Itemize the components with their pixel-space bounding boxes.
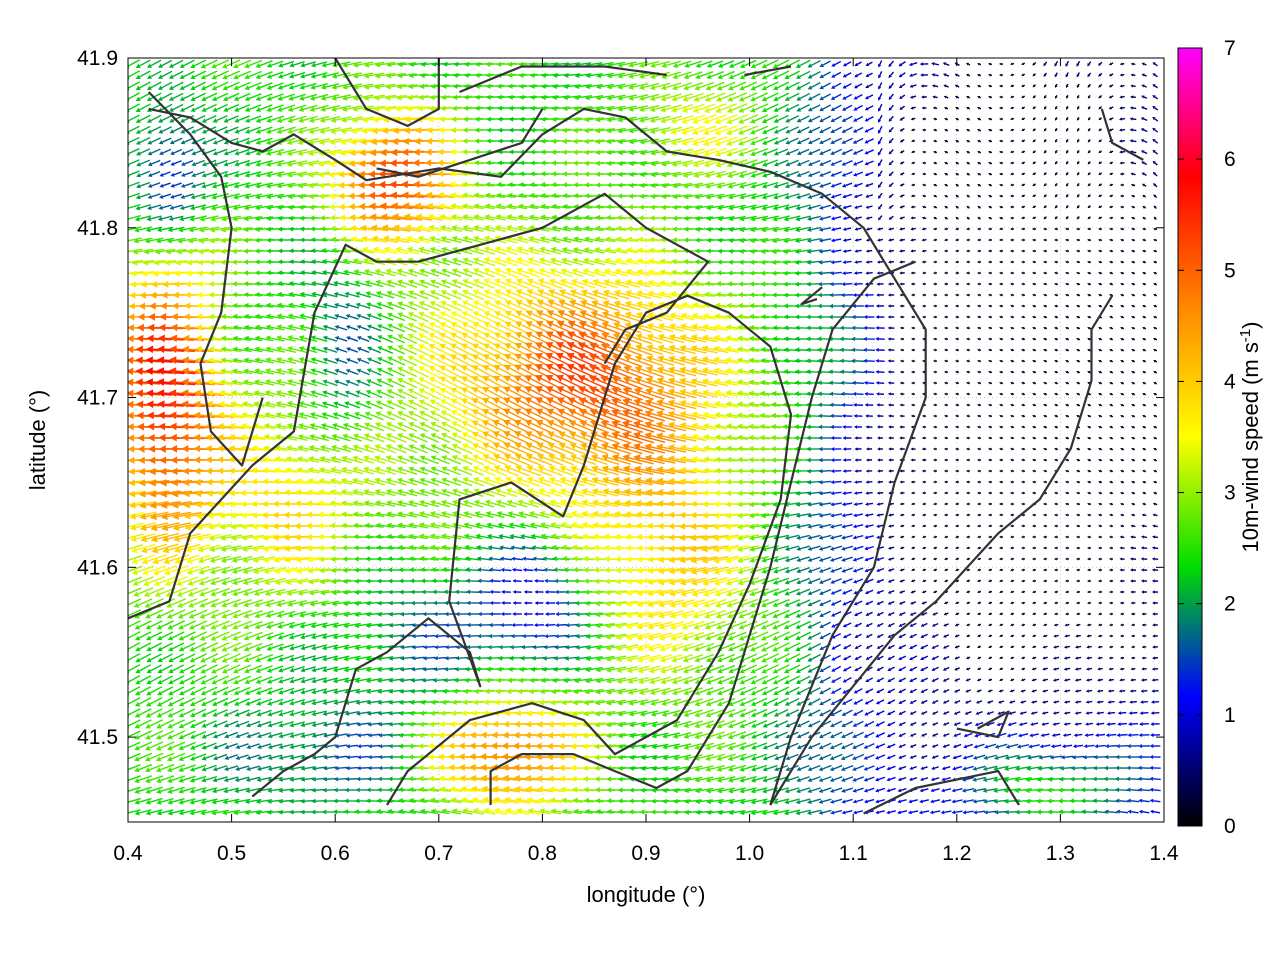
wind-vector-chart: 0.40.50.60.70.80.91.01.11.21.31.4 41.541… (0, 0, 1280, 960)
chart-stage: 0.40.50.60.70.80.91.01.11.21.31.4 41.541… (0, 0, 1280, 960)
